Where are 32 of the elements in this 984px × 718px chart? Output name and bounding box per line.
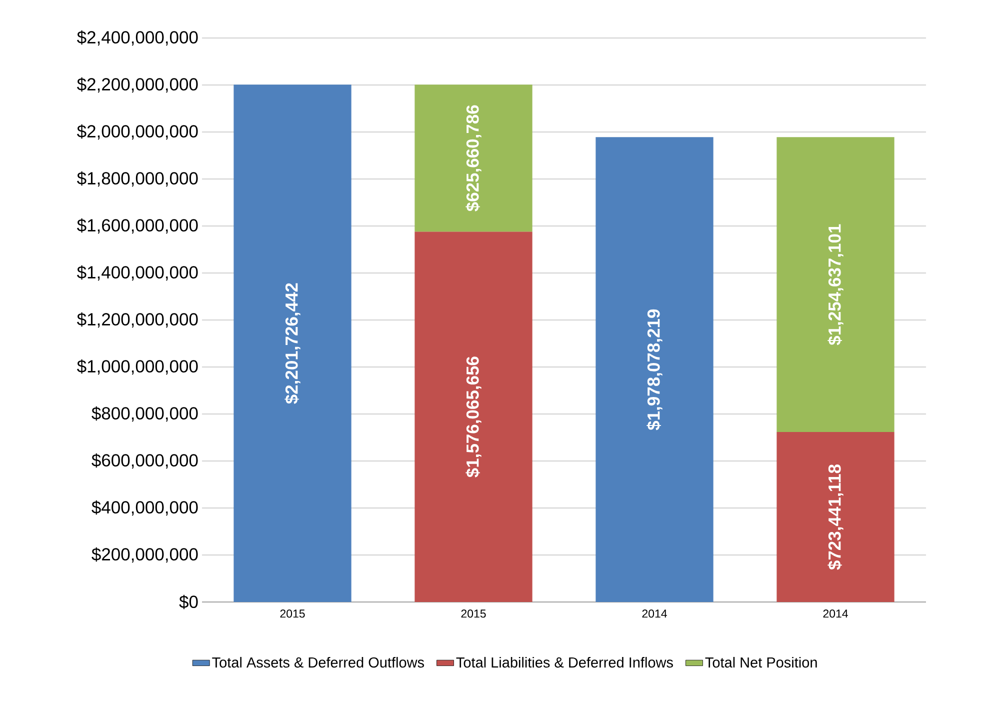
y-tick-label: $400,000,000 xyxy=(92,500,198,516)
legend-label: Total Net Position xyxy=(705,656,817,668)
y-tick-label: $2,000,000,000 xyxy=(77,124,198,140)
data-label: $1,576,065,656 xyxy=(466,356,482,478)
bar xyxy=(414,232,532,602)
legend-label: Total Liabilities & Deferred Inflows xyxy=(456,656,673,668)
data-label: $1,254,637,101 xyxy=(828,224,844,346)
y-tick-label: $1,400,000,000 xyxy=(77,265,198,281)
y-tick-label: $1,000,000,000 xyxy=(77,359,198,375)
bar xyxy=(776,137,894,432)
data-label: $2,201,726,442 xyxy=(284,283,300,404)
data-label: $1,978,078,219 xyxy=(646,309,662,430)
y-tick-label: $2,200,000,000 xyxy=(77,77,198,93)
data-label: $723,441,118 xyxy=(828,464,844,570)
bar xyxy=(414,84,532,232)
legend-label: Total Assets & Deferred Outflows xyxy=(212,656,424,668)
y-tick-label: $2,400,000,000 xyxy=(77,30,198,46)
x-tick-label: 2014 xyxy=(823,610,848,618)
data-label: $625,660,786 xyxy=(466,105,482,212)
y-tick-label: $200,000,000 xyxy=(92,547,198,563)
x-tick-label: 2015 xyxy=(280,610,305,618)
bar xyxy=(596,137,714,602)
y-tick-label: $1,800,000,000 xyxy=(77,171,198,187)
y-tick-label: $800,000,000 xyxy=(92,406,198,422)
x-tick-label: 2014 xyxy=(642,610,667,618)
x-tick-label: 2015 xyxy=(461,610,486,618)
bar xyxy=(776,432,894,602)
y-tick-label: $1,200,000,000 xyxy=(77,312,198,328)
bar xyxy=(234,84,352,602)
y-tick-label: $600,000,000 xyxy=(92,453,198,469)
y-tick-label: $1,600,000,000 xyxy=(77,218,198,234)
y-tick-label: $0 xyxy=(179,594,198,610)
